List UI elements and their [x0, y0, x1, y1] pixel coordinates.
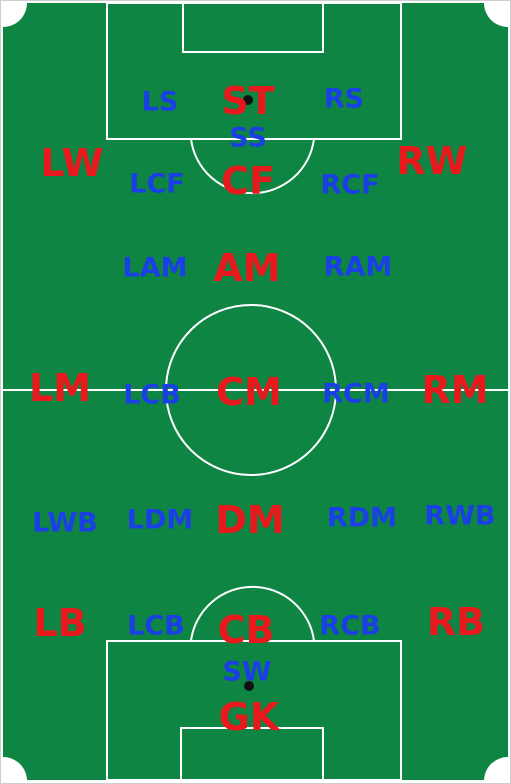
position-rcm: RCM: [322, 378, 390, 410]
position-lcb: LCB: [127, 610, 185, 642]
position-lwb: LWB: [32, 507, 98, 539]
position-dm: DM: [215, 498, 285, 542]
position-ls: LS: [141, 86, 179, 118]
top-penalty-arc: [190, 138, 315, 195]
position-cm: CM: [216, 370, 282, 414]
position-rs: RS: [323, 83, 365, 115]
position-sw: SW: [222, 656, 272, 688]
top-penalty-spot: [243, 95, 253, 105]
position-rb: RB: [426, 600, 486, 644]
position-cb: CB: [217, 608, 275, 652]
bottom-penalty-arc: [190, 585, 315, 642]
position-cf: CF: [221, 159, 275, 203]
position-ram: RAM: [323, 251, 393, 283]
position-rwb: RWB: [424, 500, 496, 532]
position-gk: GK: [218, 695, 280, 739]
position-rcf: RCF: [320, 169, 380, 201]
position-rcb: RCB: [319, 610, 381, 642]
top-goal-area: [182, 2, 324, 53]
position-lw: LW: [40, 141, 104, 185]
centre-circle: [165, 304, 337, 476]
position-lcb-midfield: LCB: [123, 379, 181, 411]
corner-arc-bottom-left: [3, 757, 27, 780]
pitch-surface: [3, 3, 508, 780]
corner-arc-bottom-right: [484, 756, 508, 780]
bottom-penalty-spot: [244, 681, 254, 691]
position-lam: LAM: [122, 252, 188, 284]
position-lcf: LCF: [129, 168, 185, 200]
position-rdm: RDM: [326, 502, 398, 534]
position-rw: RW: [396, 139, 468, 183]
position-st: ST: [221, 79, 275, 123]
position-rm: RM: [421, 368, 489, 412]
corner-arc-top-right: [484, 3, 508, 27]
position-ldm: LDM: [126, 504, 194, 536]
position-am: AM: [213, 246, 281, 290]
position-lm: LM: [28, 366, 92, 410]
position-lb: LB: [33, 601, 87, 645]
position-ss: SS: [229, 122, 267, 154]
corner-arc-top-left: [3, 3, 27, 27]
bottom-goal-area: [180, 727, 324, 781]
